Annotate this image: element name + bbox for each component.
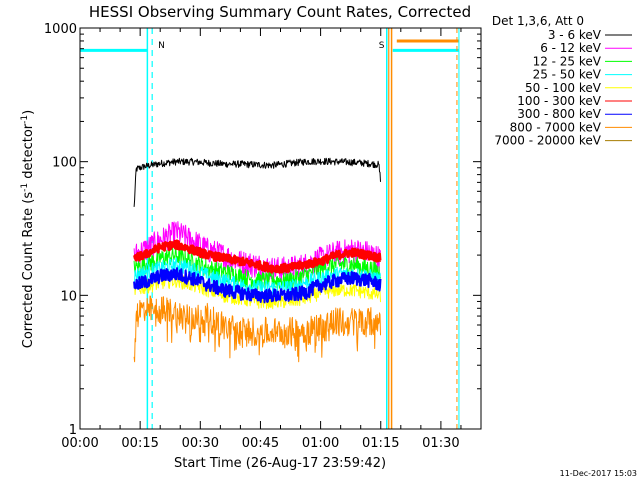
legend-label: 12 - 25 keV — [533, 54, 602, 68]
footer-date: 11-Dec-2017 15:03 — [560, 469, 637, 478]
legend-label: 3 - 6 keV — [548, 28, 602, 42]
x-tick-label: 01:00 — [302, 436, 339, 451]
flag-label-s: S — [379, 41, 385, 51]
legend-title: Det 1,3,6, Att 0 — [492, 14, 584, 28]
legend-label: 6 - 12 keV — [540, 41, 602, 55]
legend-label: 25 - 50 keV — [533, 68, 602, 82]
x-tick-label: 00:00 — [61, 436, 98, 451]
series-line — [133, 239, 382, 274]
series-line — [133, 267, 382, 304]
flag-label-n: N — [158, 41, 165, 51]
series-line — [133, 157, 381, 207]
series-line — [133, 221, 381, 283]
y-tick-label: 100 — [52, 156, 77, 171]
y-tick-label: 1 — [69, 423, 77, 438]
chart-title: HESSI Observing Summary Count Rates, Cor… — [89, 3, 471, 21]
y-tick-label: 1000 — [44, 22, 77, 37]
legend-label: 800 - 7000 keV — [510, 120, 602, 134]
y-axis-label-sup-2: -1 — [20, 115, 30, 124]
x-tick-label: 00:45 — [242, 436, 279, 451]
y-axis-label: Corrected Count Rate (s-1 detector-1) — [20, 110, 36, 348]
legend-label: 50 - 100 keV — [525, 81, 602, 95]
x-axis-ticks: 00:00 00:15 00:30 00:45 01:00 01:15 01:30 — [61, 28, 482, 451]
y-axis-label-mid: detector — [21, 123, 36, 183]
series-layer — [133, 157, 382, 363]
x-tick-label: 01:30 — [422, 436, 459, 451]
legend-label: 7000 - 20000 keV — [494, 134, 601, 148]
series-line — [133, 257, 381, 296]
x-tick-label: 01:15 — [362, 436, 399, 451]
x-tick-label: 00:30 — [182, 436, 219, 451]
legend-label: 300 - 800 keV — [517, 107, 601, 121]
series-line — [133, 295, 381, 363]
y-tick-label: 10 — [60, 289, 77, 304]
legend-label: 100 - 300 keV — [517, 94, 601, 108]
y-axis-label-sup-1: -1 — [20, 183, 30, 192]
x-axis-label: Start Time (26-Aug-17 23:59:42) — [174, 456, 386, 471]
x-tick-label: 00:15 — [121, 436, 158, 451]
y-axis-label-main: Corrected Count Rate (s — [21, 192, 36, 349]
series-line — [133, 246, 381, 290]
y-axis-label-end: ) — [21, 110, 36, 115]
y-axis-ticks: 1 10 100 1000 — [44, 22, 481, 438]
